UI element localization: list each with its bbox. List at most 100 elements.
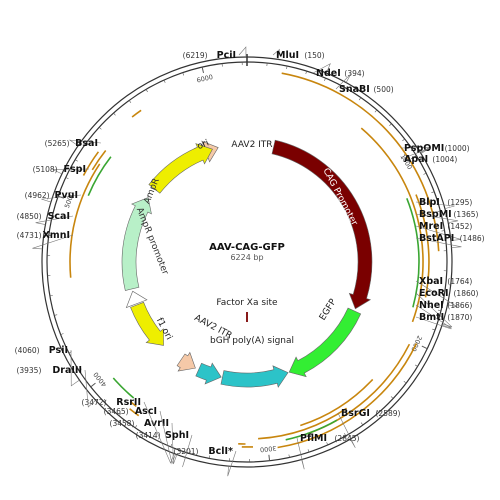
- site-position: (3935): [16, 366, 41, 375]
- major-tick: [410, 155, 417, 160]
- site-bcli: BclI* (3201): [174, 446, 237, 477]
- site-bspmi: BspMI (1365): [415, 209, 479, 224]
- minor-tick: [358, 97, 362, 101]
- site-pcii: PciI (6219): [183, 46, 247, 61]
- minor-tick: [60, 333, 64, 335]
- minor-tick: [78, 368, 82, 371]
- site-leader: [337, 412, 356, 448]
- site-leader: [400, 148, 430, 160]
- site-bsrgi: BsrGI (2589): [337, 408, 401, 448]
- minor-tick: [98, 127, 102, 130]
- feature-f1-ori-arrow: [130, 301, 164, 346]
- primer-arc: [300, 378, 374, 427]
- primer-arc: [129, 401, 137, 408]
- site-bsai: BsaI (5265): [45, 138, 102, 149]
- site-name: PciI: [217, 50, 236, 61]
- site-name: DraIII: [52, 365, 82, 376]
- primer-arc: [360, 127, 424, 323]
- site-position: (1004): [432, 155, 457, 164]
- feature-bgh-poly-a-signal-arrow: [195, 362, 222, 385]
- feature-label-ampr-promoter: AmpR promoter: [134, 206, 170, 276]
- site-leader: [227, 450, 237, 477]
- site-leader: [415, 237, 462, 248]
- site-avrii: AvrII (3458): [110, 418, 178, 465]
- site-asci: AscI (3465): [104, 406, 176, 465]
- minor-tick: [208, 455, 211, 459]
- feature-label-ori: ori: [196, 138, 211, 152]
- site-position: (1860): [454, 289, 479, 298]
- minor-tick: [103, 399, 107, 403]
- site-position: (1764): [447, 277, 472, 286]
- feature-egfp-arrow: [288, 307, 362, 378]
- site-draiii: DraIII (3935): [16, 365, 96, 408]
- minor-tick: [75, 159, 78, 162]
- site-leader: [68, 139, 102, 147]
- site-position: (3201): [174, 447, 199, 456]
- major-tick: [268, 454, 271, 461]
- minor-tick: [324, 77, 326, 81]
- green-arc: [87, 156, 112, 197]
- primer-arc: [281, 72, 440, 252]
- site-leader: [415, 280, 458, 308]
- feature-label-egfp: EGFP: [318, 297, 339, 323]
- site-position: (500): [374, 85, 394, 94]
- feature-label-wpre: WPRE: [255, 359, 282, 369]
- site-sphi: SphI (3414): [136, 430, 193, 468]
- site-name: FspI: [64, 164, 86, 175]
- plasmid-size: 6224 bp: [230, 253, 263, 262]
- minor-tick: [113, 112, 116, 116]
- minor-tick: [423, 172, 427, 175]
- minor-tick: [189, 450, 191, 454]
- site-apai: ApaI (1004): [400, 148, 457, 165]
- site-name: XbaI: [419, 276, 443, 287]
- site-nhei: NheI (1866): [415, 300, 472, 329]
- minor-tick: [288, 454, 290, 458]
- plasmid-name: AAV-CAG-GFP: [209, 242, 285, 253]
- site-position: (3414): [136, 431, 161, 440]
- feature-cag-promoter-arrow: [271, 139, 373, 310]
- site-snabi: SnaBI (500): [335, 73, 394, 95]
- site-position: (1295): [447, 198, 472, 207]
- site-name: PsiI: [49, 345, 68, 356]
- minor-tick: [326, 442, 329, 446]
- minor-tick: [344, 433, 347, 437]
- primer-arc: [129, 408, 140, 417]
- site-position: (2589): [376, 409, 401, 418]
- site-leader: [143, 401, 175, 464]
- site-leader: [182, 434, 193, 468]
- annotation-arcs: [69, 72, 440, 449]
- site-pflmi: PflMI (2845): [296, 433, 360, 470]
- minor-tick: [360, 422, 364, 426]
- minor-tick: [389, 123, 392, 127]
- primer-arc: [82, 151, 100, 176]
- minor-tick: [134, 425, 138, 428]
- site-position: (5265): [45, 139, 70, 148]
- minor-tick: [145, 89, 148, 93]
- site-position: (1365): [454, 210, 479, 219]
- site-position: (1486): [460, 234, 485, 243]
- minor-tick: [390, 396, 394, 399]
- site-name: XmnI: [42, 230, 70, 241]
- tick-label: 3000: [260, 444, 277, 454]
- site-name: RsrII: [116, 397, 141, 408]
- site-position: (1866): [447, 301, 472, 310]
- major-tick: [90, 382, 96, 388]
- primer-arc: [69, 163, 101, 278]
- site-name: NdeI: [316, 68, 341, 79]
- site-fspi: FspI (5108): [33, 164, 90, 175]
- site-name: MreI: [419, 221, 443, 232]
- site-leader: [159, 410, 176, 465]
- site-leader: [415, 201, 455, 209]
- site-leader: [35, 215, 74, 225]
- feature-label-factor-xa-site: Factor Xa site: [216, 298, 278, 308]
- site-name: BsaI: [75, 138, 98, 149]
- site-name: BspMI: [419, 209, 452, 220]
- minor-tick: [437, 309, 442, 312]
- site-leader: [415, 316, 452, 330]
- green-arc: [406, 198, 420, 308]
- site-position: (3458): [110, 419, 135, 428]
- minor-tick: [65, 177, 69, 180]
- site-name: ScaI: [48, 211, 70, 222]
- minor-tick: [342, 86, 344, 90]
